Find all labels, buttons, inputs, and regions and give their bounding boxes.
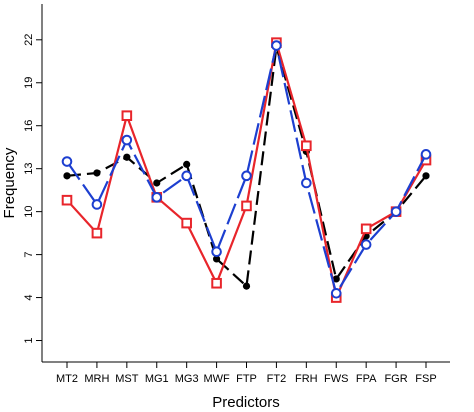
x-tick-label: MST (115, 373, 139, 385)
data-point (360, 239, 372, 250)
y-tick-label: 19 (23, 77, 35, 89)
x-tick-label: FGR (384, 373, 407, 385)
x-tick-label: MG1 (145, 373, 169, 385)
data-point (332, 275, 340, 283)
data-point (183, 160, 191, 168)
y-tick-label: 22 (23, 34, 35, 46)
x-axis-title: Predictors (212, 394, 280, 411)
series-3 (61, 40, 432, 299)
plot-axes (41, 4, 450, 363)
data-point (212, 255, 221, 263)
y-tick-label: 13 (23, 163, 35, 175)
data-point (360, 223, 372, 235)
y-axis-ticks: 1 4 7 10 13 16 19 22 (23, 34, 42, 344)
data-point (241, 200, 252, 212)
data-point (121, 110, 133, 121)
y-tick-label: 7 (23, 252, 35, 258)
data-point (63, 172, 71, 180)
x-tick-label: FT2 (267, 373, 287, 385)
y-tick-label: 1 (23, 337, 35, 343)
y-tick-label: 10 (23, 206, 35, 218)
data-point (301, 177, 312, 189)
data-point (211, 277, 222, 289)
x-tick-label: FRH (295, 373, 318, 385)
data-point (123, 153, 131, 161)
data-point (301, 140, 312, 152)
x-tick-label: MWF (203, 373, 230, 385)
series-line (66, 45, 427, 288)
x-tick-label: MRH (84, 373, 109, 385)
data-point (153, 179, 161, 187)
series-line (66, 41, 427, 299)
y-tick-label: 16 (23, 120, 35, 132)
data-point (420, 149, 432, 160)
x-tick-label: MT2 (56, 373, 78, 385)
x-tick-label: FWS (324, 373, 348, 385)
data-point (61, 156, 73, 167)
y-tick-label: 4 (23, 294, 35, 300)
series-1 (63, 43, 430, 290)
x-tick-label: FTP (236, 373, 257, 385)
data-point (61, 194, 73, 206)
data-point (93, 169, 101, 177)
data-point (390, 206, 402, 217)
x-tick-label: FSP (415, 373, 436, 385)
data-point (271, 40, 282, 51)
data-point (151, 192, 163, 203)
data-point (241, 170, 252, 182)
x-tick-label: MG3 (175, 373, 199, 385)
x-axis-ticks: MT2 MRH MST MG1 MG3 MWF FTP FT2 FRH FWS FPA FGR FSP (56, 362, 437, 385)
data-point (121, 134, 133, 146)
data-point (181, 170, 192, 182)
series-layer (61, 37, 432, 303)
series-line (66, 44, 427, 295)
data-point (211, 246, 222, 258)
data-point (422, 172, 430, 180)
series-2 (61, 37, 432, 303)
data-point (330, 287, 342, 299)
data-point (181, 217, 192, 229)
y-axis-title: Frequency (1, 147, 18, 218)
data-point (242, 282, 251, 290)
data-point (91, 227, 103, 239)
data-point (91, 199, 103, 210)
x-tick-label: FPA (356, 373, 377, 385)
